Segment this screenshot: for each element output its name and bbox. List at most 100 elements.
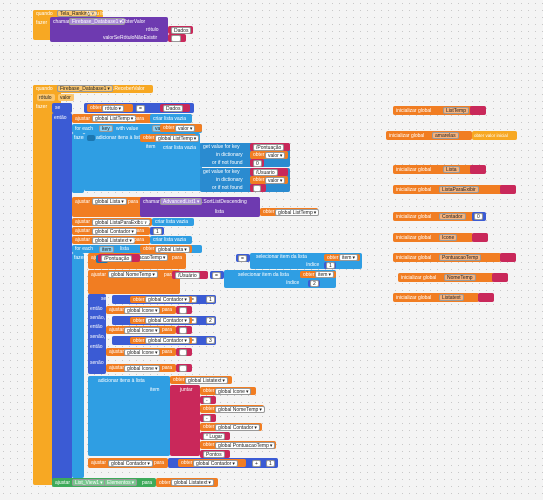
advanced-list-dropdown[interactable]: AdvancedList1 (160, 198, 203, 205)
set-lpe-var[interactable]: global ListaParaExibir (92, 218, 150, 226)
set-listtemp-block[interactable]: ajustar global ListTemp para (72, 114, 192, 123)
compare-equals-block[interactable]: = (84, 103, 194, 113)
text-usuario-block[interactable]: /Usuario (250, 168, 288, 176)
get-lista-foreach[interactable]: obter global Lista (140, 245, 192, 253)
set-icone-else[interactable]: ajustar global Icone para (106, 364, 176, 372)
cond1-get-var[interactable]: global Contador (145, 296, 190, 303)
call-sort-desc-block[interactable]: chamar AdvancedList1 .SortListDescending… (140, 197, 260, 217)
add-num-one-value[interactable]: 1 (266, 459, 275, 467)
global-listatext-name[interactable]: Listatext (439, 294, 464, 301)
global-icone[interactable]: inicializar global Icone (393, 233, 473, 242)
global-listtemp[interactable]: inicializar global ListTemp (393, 106, 481, 115)
eq-operator-block-3[interactable]: = (210, 271, 224, 279)
listview-dropdown[interactable]: List_View1 (72, 479, 106, 486)
eq-operator-3[interactable]: = (212, 271, 221, 279)
text-usuario-2-value[interactable]: /Usuário (175, 271, 200, 279)
text-empty-value[interactable] (171, 34, 181, 42)
join-dash-2-value[interactable]: - (203, 414, 211, 422)
global-amarelas-value[interactable]: obter valor inicial (472, 131, 517, 140)
make-list-block[interactable]: criar lista vazia (160, 143, 202, 191)
global-icone-name[interactable]: Icone (439, 234, 458, 241)
set-nt-var[interactable]: global NomeTemp (108, 271, 158, 278)
global-pontuacaotemp[interactable]: inicializar global PontuacaoTemp (393, 253, 501, 262)
get-lista-foreach-var[interactable]: global Lista (155, 245, 190, 253)
global-listtemp-value[interactable] (470, 106, 486, 115)
global-lpe-name[interactable]: ListaParaExibir (439, 186, 479, 193)
global-contador[interactable]: inicializar global Contador (393, 212, 481, 221)
set-icone-3-var[interactable]: global Icone (124, 348, 161, 356)
db-component-dropdown[interactable]: Firebase_Database1 (69, 18, 125, 25)
get-item-select-var[interactable]: item (339, 254, 358, 261)
if-chain-block[interactable]: se então senão, se então senão, se então… (88, 294, 112, 374)
get-item-select-2-var[interactable]: item (315, 271, 334, 278)
param-rotulo[interactable]: rótulo (37, 94, 55, 101)
text-empty-block[interactable] (168, 34, 186, 42)
text-dados-compare-value[interactable]: Dados (163, 104, 184, 112)
set-listtemp-var[interactable]: global ListTemp (92, 115, 137, 122)
text-empty-dict-block[interactable] (250, 184, 266, 192)
global-contador-value-num[interactable]: 0 (474, 213, 483, 220)
eq-operator[interactable]: = (136, 104, 145, 112)
global-listatext[interactable]: inicializar global Listatext (393, 293, 479, 302)
cond2-get-var[interactable]: global Contador (145, 317, 190, 324)
param-valor[interactable]: valor (58, 94, 74, 101)
get-valor-dict-1[interactable]: obter valor (250, 151, 288, 159)
global-pt-value[interactable] (500, 253, 516, 262)
get-valor-block[interactable]: obter valor (160, 124, 202, 132)
get-item-select[interactable]: obter item (324, 254, 360, 261)
num-one-index-value[interactable]: 1 (326, 262, 335, 269)
global-contador-name[interactable]: Contador (439, 213, 466, 220)
global-nt-value[interactable] (492, 273, 508, 282)
text-pontuacao-value[interactable]: /Pontuação (253, 143, 285, 151)
global-nt-name[interactable]: NomeTemp (444, 274, 476, 281)
set-contador-block[interactable]: ajustar global Contador para (72, 227, 150, 235)
set-icone-1[interactable]: ajustar global Icone para (106, 306, 176, 314)
add-num-one[interactable]: 1 (264, 459, 276, 467)
global-amarelas[interactable]: inicializar global amarelas (386, 131, 472, 140)
join-get-nometemp-var[interactable]: global NomeTemp (215, 405, 265, 413)
get-listtemp-var[interactable]: global ListTemp (155, 134, 200, 142)
icone-2-text[interactable] (176, 326, 192, 334)
text-empty-dict-value[interactable] (253, 184, 261, 192)
global-lpe-value[interactable] (500, 185, 516, 194)
get-listatext-final[interactable]: obter global Listatext (156, 478, 218, 487)
join-get-pontuacaotemp[interactable]: obter global PontuacaoTemp (200, 441, 276, 449)
get-rotulo-var[interactable]: rótulo (102, 104, 125, 112)
item-param[interactable]: item (99, 245, 115, 253)
text-dados-compare[interactable]: Dados (160, 104, 190, 112)
join-get-icone[interactable]: obter global Icone (200, 387, 256, 395)
get-listatext-final-var[interactable]: global Listatext (171, 479, 214, 486)
get-valor-dict-2-var[interactable]: valor (265, 176, 286, 184)
add-get-contador[interactable]: obter global Contador (178, 459, 246, 467)
set-lista-var[interactable]: global Lista (92, 198, 127, 205)
get-rotulo-block[interactable]: obter rótulo (87, 104, 133, 112)
icone-else-text-value[interactable] (179, 364, 187, 372)
cond3-num[interactable]: 3 (204, 337, 216, 344)
global-icone-value[interactable] (472, 233, 488, 242)
eq-operator-2[interactable]: = (238, 254, 247, 262)
global-pt-name[interactable]: PontuacaoTemp (439, 254, 482, 261)
text-pontuacao-2-value[interactable]: /Pontuação (101, 254, 133, 262)
global-listtemp-name[interactable]: ListTemp (443, 107, 470, 114)
icone-2-text-value[interactable] (179, 326, 187, 334)
global-listaparaexibir[interactable]: inicializar global ListaParaExibir (393, 185, 503, 194)
component-dropdown[interactable]: Tela_Ranking (57, 10, 97, 17)
num-one-value[interactable]: 1 (153, 227, 162, 235)
text-pontuacao-block[interactable]: /Pontuação (250, 143, 290, 151)
get-item-select-2[interactable]: obter item (300, 271, 336, 278)
join-lugar[interactable]: ° Lugar (200, 432, 230, 440)
global-nometemp[interactable]: inicializar global NomeTemp (398, 273, 494, 282)
icone-3-text[interactable] (176, 348, 192, 356)
set-listatext-block[interactable]: ajustar global Listatext para (72, 236, 150, 244)
text-usuario-2[interactable]: /Usuário (172, 271, 208, 279)
if-block[interactable]: se (52, 103, 72, 113)
cond3-num-value[interactable]: 3 (206, 337, 215, 344)
cond2-num-value[interactable]: 2 (206, 317, 215, 324)
cond3-get-var[interactable]: global Contador (145, 337, 190, 344)
join-dash-2[interactable]: - (200, 414, 216, 422)
global-lista-value[interactable] (470, 165, 486, 174)
set-listview-elements[interactable]: ajustar List_View1 Elementos para (52, 478, 156, 487)
join-block[interactable]: juntar (170, 385, 200, 456)
text-pontuacao-2[interactable]: /Pontuação (98, 254, 140, 262)
cond2-num[interactable]: 2 (204, 317, 216, 324)
